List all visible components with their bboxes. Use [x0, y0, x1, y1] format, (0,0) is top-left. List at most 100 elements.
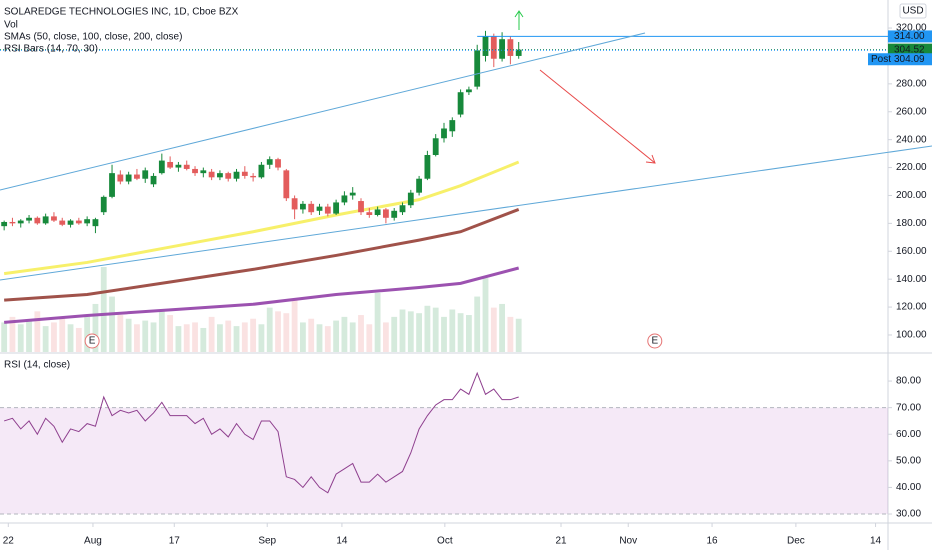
candle-body: [67, 220, 74, 225]
arrow-head: [514, 10, 524, 18]
candle-body: [250, 175, 257, 178]
trend-line: [0, 145, 932, 281]
price-tag: Post: [871, 54, 891, 65]
volume-bar: [416, 313, 423, 352]
volume-bar: [51, 322, 57, 352]
candle-body: [457, 92, 464, 115]
volume-bar: [515, 318, 522, 352]
price-label-box: [888, 43, 932, 56]
volume-bar: [366, 324, 373, 352]
candle-body: [241, 171, 248, 176]
x-tick-label: Dec: [787, 536, 805, 547]
candle-body: [17, 220, 24, 224]
candle-body: [1, 221, 8, 227]
volume-bar: [217, 324, 223, 352]
volume-bar: [142, 320, 149, 352]
volume-bar: [192, 322, 198, 352]
candle-body: [449, 120, 456, 132]
rsi-band: [0, 407, 888, 515]
x-tick-label: 16: [706, 536, 718, 547]
candle-body: [432, 138, 439, 156]
volume-bar: [9, 316, 16, 352]
rsi-tick-label: 80.00: [896, 376, 921, 387]
candle-body: [341, 195, 348, 203]
volume-bar: [183, 324, 190, 352]
volume-bar: [134, 324, 140, 352]
earnings-marker: [647, 333, 663, 349]
currency[interactable]: USD: [902, 6, 923, 17]
volume-bar: [200, 327, 207, 352]
candle-body: [34, 217, 41, 224]
price-label-box: [888, 30, 932, 43]
x-tick-label: Sep: [258, 536, 276, 547]
volume-bar: [150, 322, 157, 352]
price-label: 314.00: [894, 31, 925, 42]
candle-body: [383, 209, 389, 218]
candle-body: [399, 205, 406, 213]
price-tag-box: [868, 53, 888, 66]
volume-bar: [266, 307, 273, 352]
candle-body: [316, 206, 323, 211]
x-tick-label: 14: [336, 536, 348, 547]
x-tick-label: 21: [555, 536, 567, 547]
candle-body: [183, 164, 190, 169]
volume-bar: [449, 309, 456, 352]
y-tick-label: 180.00: [896, 218, 927, 229]
candle-body: [158, 160, 165, 174]
volume-bar: [42, 326, 49, 352]
volume-bar: [100, 267, 107, 352]
volume-bar: [482, 278, 489, 352]
volume-bar: [225, 320, 232, 352]
chart-title: SOLAREDGE TECHNOLOGIES INC, 1D, Cboe BZX: [4, 7, 239, 18]
candle-body: [109, 173, 115, 197]
trend-line: [0, 32, 646, 191]
volume-bar: [507, 316, 514, 352]
volume-bar: [175, 326, 182, 352]
rsi-tick-label: 30.00: [896, 509, 921, 520]
volume-bar: [316, 324, 323, 352]
candle-body: [100, 196, 107, 213]
volume-bar: [407, 311, 414, 352]
volume-bar: [291, 300, 298, 352]
arrow: [539, 69, 656, 164]
volume-bar: [474, 296, 481, 352]
earnings-label: E: [89, 336, 96, 347]
candle-body: [441, 128, 447, 139]
y-tick-label: 220.00: [896, 162, 927, 173]
candle-body: [499, 39, 505, 59]
candle-body: [490, 36, 497, 59]
earnings-marker: [84, 333, 100, 349]
volume-bar: [34, 311, 41, 352]
volume-bar: [258, 324, 265, 352]
candle-body: [515, 49, 522, 56]
volume-bar: [1, 322, 8, 352]
candle-body: [26, 217, 32, 221]
x-tick-label: 17: [169, 536, 181, 547]
x-tick-label: 22: [3, 536, 15, 547]
indicator-label: RSI Bars (14, 70, 30): [4, 44, 98, 55]
candle-body: [391, 210, 398, 218]
y-tick-label: 200.00: [896, 190, 927, 201]
volume-bar: [300, 322, 306, 352]
arrow-head: [645, 154, 656, 164]
y-tick-label: 320.00: [896, 23, 927, 34]
candle-body: [75, 220, 82, 224]
volume-bar: [92, 303, 99, 352]
x-tick-label: Aug: [84, 536, 102, 547]
candle-body: [308, 203, 315, 213]
volume-bar: [424, 305, 431, 352]
sma-line: [4, 266, 520, 324]
volume-bar: [26, 320, 32, 352]
candle-body: [358, 201, 364, 213]
volume-bar: [167, 315, 174, 352]
candle-body: [51, 216, 57, 221]
candle-body: [300, 203, 306, 210]
candle-body: [474, 50, 481, 87]
volume-bar: [75, 327, 82, 352]
rsi-tick-label: 60.00: [896, 429, 921, 440]
price-label: 304.52: [894, 44, 925, 55]
currency-box[interactable]: [899, 3, 927, 19]
candle-body: [333, 202, 340, 214]
volume-bar: [208, 316, 215, 352]
